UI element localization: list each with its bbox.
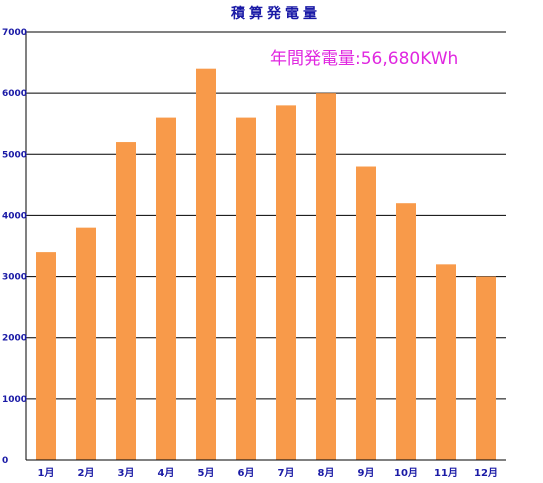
y-tick-label: 1000 — [2, 395, 27, 405]
bar-8 — [316, 93, 336, 461]
x-tick-label: 4月 — [158, 467, 175, 479]
bar-9 — [356, 166, 376, 460]
x-tick-label: 1月 — [38, 467, 55, 479]
x-tick-label: 12月 — [474, 467, 498, 479]
x-tick-label: 9月 — [358, 467, 375, 479]
bar-3 — [116, 142, 136, 461]
bar-2 — [76, 227, 96, 460]
x-tick-label: 11月 — [434, 467, 458, 479]
bars — [36, 68, 496, 461]
y-tick-label: 3000 — [2, 273, 27, 283]
x-tick-label: 8月 — [318, 467, 335, 479]
y-axis-ticks: 0 1000 2000 3000 4000 5000 6000 7000 — [2, 28, 27, 466]
chart-title: 積算発電量 — [230, 5, 321, 22]
bar-10 — [396, 203, 416, 460]
grid-lines — [26, 31, 506, 400]
y-tick-label: 5000 — [2, 150, 27, 160]
x-axis-ticks: 1月 2月 3月 4月 5月 6月 7月 8月 9月 10月 11月 12月 — [38, 467, 498, 479]
x-tick-label: 6月 — [238, 467, 255, 479]
bar-1 — [36, 252, 56, 460]
x-tick-label: 7月 — [278, 467, 295, 479]
axes — [25, 32, 506, 461]
x-tick-label: 2月 — [78, 467, 95, 479]
y-tick-label: 2000 — [2, 334, 27, 344]
annual-generation-annotation: 年間発電量:56,680KWh — [270, 49, 458, 69]
bar-6 — [236, 117, 256, 460]
bar-4 — [156, 117, 176, 460]
bar-5 — [196, 68, 216, 460]
bar-11 — [436, 264, 456, 460]
bar-7 — [276, 105, 296, 460]
y-tick-label: 4000 — [2, 211, 27, 221]
y-tick-label: 7000 — [2, 28, 27, 38]
x-tick-label: 10月 — [394, 467, 418, 479]
bar-12 — [476, 276, 496, 460]
x-tick-label: 5月 — [198, 467, 215, 479]
x-tick-label: 3月 — [118, 467, 135, 479]
y-tick-label: 6000 — [2, 89, 27, 99]
y-tick-label: 0 — [2, 456, 8, 466]
